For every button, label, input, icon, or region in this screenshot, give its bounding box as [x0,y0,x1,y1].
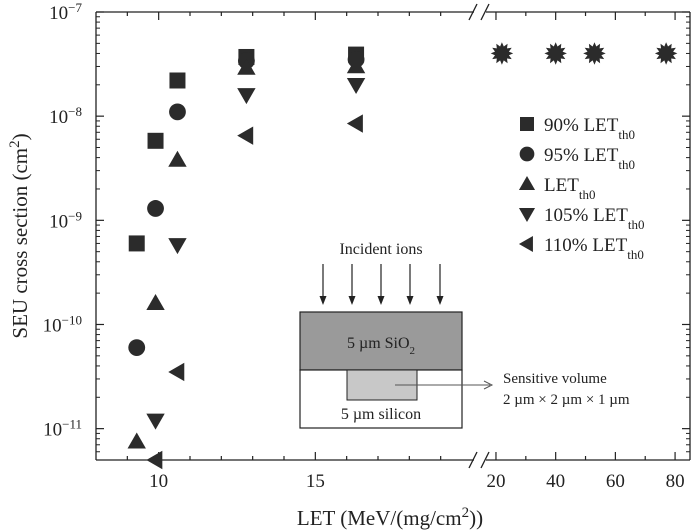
legend-label: 95% LETth0 [544,145,635,172]
x-tick-label: 20 [486,471,505,492]
axis-break-mark [468,451,478,469]
axis-break-mark [480,3,490,21]
ion-arrow-head [377,296,385,305]
y-axis-label: SEU cross section (cm2) [7,133,32,338]
data-point-series-3 [168,150,187,167]
data-point-series-5 [346,114,363,133]
data-point-series-4 [237,88,256,105]
silicon-layer-label: 5 µm silicon [341,406,421,423]
data-point-series-1 [147,132,164,149]
callout-label-line1: Sensitive volume [503,371,607,387]
axis-break-mark [468,3,478,21]
axis-break-mark [480,451,490,469]
data-point-saturated [490,42,514,65]
ion-arrow-head [348,296,356,305]
x-tick-label: 60 [606,471,625,492]
inset-title: Incident ions [339,241,422,258]
data-point-series-3 [237,58,256,75]
oxide-layer-label: 5 µm SiO2 [347,335,415,357]
x-tick-label: 80 [666,471,685,492]
y-tick-label: 10−11 [43,416,82,441]
legend-marker [520,117,534,131]
data-point-series-3 [146,294,165,311]
x-tick-label: 40 [546,471,565,492]
data-point-series-3 [127,432,146,449]
y-tick-label: 10−7 [49,0,82,24]
legend: 90% LETth0 95% LETth0 LETth0 105% LETth0 110… [518,115,645,262]
data-point-series-4 [146,413,165,430]
oxide-layer [299,311,463,371]
ion-arrow-head [319,296,327,305]
legend-marker [519,146,535,162]
data-point-series-2 [128,339,146,356]
data-point-series-4 [346,78,366,95]
legend-label: 110% LETth0 [544,235,644,262]
x-tick-label: 15 [306,471,325,492]
data-markers [127,42,678,470]
ion-arrow-head [406,296,414,305]
ion-arrow-head [436,296,444,305]
legend-marker [518,175,536,190]
data-point-series-2 [169,103,186,121]
callout-arrow-head [483,380,494,390]
legend-marker [518,235,533,253]
callout-label-line2: 2 µm × 2 µm × 1 µm [503,392,630,408]
x-axis-label: LET (MeV/(mg/cm2)) [297,505,483,530]
x-tick-label: 10 [149,471,168,492]
data-point-series-2 [147,200,164,217]
legend-label: 90% LETth0 [544,115,635,142]
data-point-series-4 [168,238,187,255]
inset-diagram: Incident ions 5 µm SiO2 5 µm silicon Sensit… [299,241,630,429]
legend-label: LETth0 [544,175,595,202]
y-tick-label: 10−8 [49,104,82,129]
y-tick-label: 10−10 [43,312,82,337]
data-point-series-5 [146,450,163,470]
data-point-series-5 [237,126,254,145]
y-tick-label: 10−9 [49,208,82,233]
data-point-saturated [544,42,567,65]
legend-label: 105% LETth0 [544,205,645,232]
data-point-saturated [654,42,678,65]
legend-marker [518,208,536,223]
data-point-series-3 [346,57,366,74]
data-point-series-1 [128,235,145,252]
data-point-series-1 [169,72,186,89]
data-point-series-5 [168,362,185,382]
data-point-saturated [583,42,606,65]
